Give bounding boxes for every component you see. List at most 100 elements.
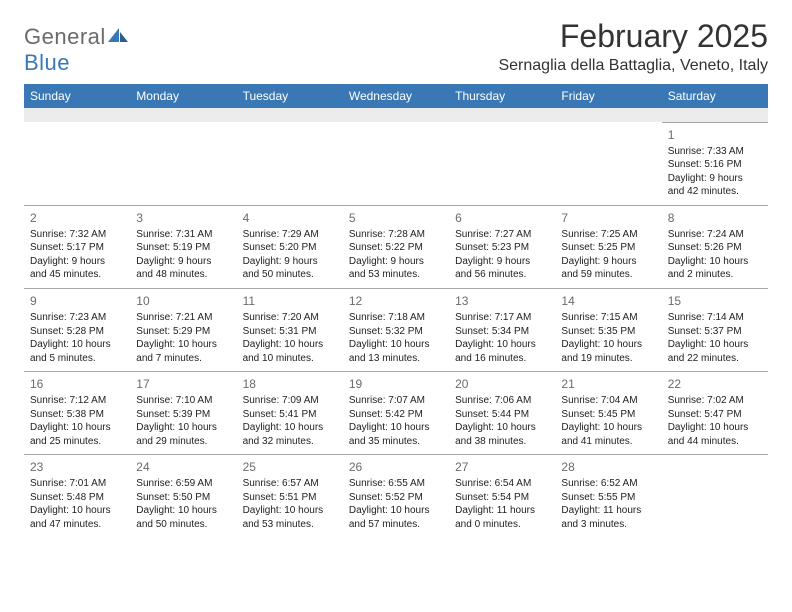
day-cell: 26Sunrise: 6:55 AMSunset: 5:52 PMDayligh… xyxy=(343,455,449,538)
sunset-line: Sunset: 5:37 PM xyxy=(668,325,762,339)
day-number: 8 xyxy=(668,206,762,228)
day-number: 7 xyxy=(561,206,655,228)
day-number: 6 xyxy=(455,206,549,228)
sunrise-line: Sunrise: 7:33 AM xyxy=(668,145,762,159)
daylight-line: Daylight: 10 hours and 2 minutes. xyxy=(668,255,762,282)
day-cell: 14Sunrise: 7:15 AMSunset: 5:35 PMDayligh… xyxy=(555,288,661,371)
week-row: 2Sunrise: 7:32 AMSunset: 5:17 PMDaylight… xyxy=(24,205,768,288)
sunrise-line: Sunrise: 7:15 AM xyxy=(561,311,655,325)
daylight-line: Daylight: 10 hours and 5 minutes. xyxy=(30,338,124,365)
day-cell xyxy=(662,455,768,538)
sunrise-line: Sunrise: 7:04 AM xyxy=(561,394,655,408)
day-header: Thursday xyxy=(449,84,555,108)
day-number: 9 xyxy=(30,289,124,311)
day-number: 28 xyxy=(561,455,655,477)
day-cell: 3Sunrise: 7:31 AMSunset: 5:19 PMDaylight… xyxy=(130,205,236,288)
day-cell: 20Sunrise: 7:06 AMSunset: 5:44 PMDayligh… xyxy=(449,372,555,455)
daylight-line: Daylight: 10 hours and 29 minutes. xyxy=(136,421,230,448)
day-number: 3 xyxy=(136,206,230,228)
day-number: 19 xyxy=(349,372,443,394)
sunset-line: Sunset: 5:16 PM xyxy=(668,158,762,172)
day-number: 22 xyxy=(668,372,762,394)
day-number: 26 xyxy=(349,455,443,477)
daylight-line: Daylight: 10 hours and 41 minutes. xyxy=(561,421,655,448)
day-header: Tuesday xyxy=(237,84,343,108)
sunset-line: Sunset: 5:25 PM xyxy=(561,241,655,255)
daylight-line: Daylight: 10 hours and 13 minutes. xyxy=(349,338,443,365)
daylight-line: Daylight: 10 hours and 53 minutes. xyxy=(243,504,337,531)
daylight-line: Daylight: 10 hours and 22 minutes. xyxy=(668,338,762,365)
sunrise-line: Sunrise: 7:12 AM xyxy=(30,394,124,408)
daylight-line: Daylight: 10 hours and 38 minutes. xyxy=(455,421,549,448)
sunrise-line: Sunrise: 6:59 AM xyxy=(136,477,230,491)
sunrise-line: Sunrise: 7:24 AM xyxy=(668,228,762,242)
day-number: 25 xyxy=(243,455,337,477)
sunset-line: Sunset: 5:55 PM xyxy=(561,491,655,505)
sunset-line: Sunset: 5:54 PM xyxy=(455,491,549,505)
sunrise-line: Sunrise: 7:23 AM xyxy=(30,311,124,325)
day-number: 12 xyxy=(349,289,443,311)
sunset-line: Sunset: 5:48 PM xyxy=(30,491,124,505)
sunset-line: Sunset: 5:32 PM xyxy=(349,325,443,339)
logo-sail-icon xyxy=(108,28,128,49)
daylight-line: Daylight: 10 hours and 57 minutes. xyxy=(349,504,443,531)
daylight-line: Daylight: 10 hours and 7 minutes. xyxy=(136,338,230,365)
sunrise-line: Sunrise: 7:25 AM xyxy=(561,228,655,242)
location-line: Sernaglia della Battaglia, Veneto, Italy xyxy=(498,57,768,75)
day-number: 5 xyxy=(349,206,443,228)
day-cell xyxy=(343,122,449,205)
sunrise-line: Sunrise: 7:27 AM xyxy=(455,228,549,242)
sunset-line: Sunset: 5:44 PM xyxy=(455,408,549,422)
day-cell: 8Sunrise: 7:24 AMSunset: 5:26 PMDaylight… xyxy=(662,205,768,288)
sunset-line: Sunset: 5:23 PM xyxy=(455,241,549,255)
day-number: 20 xyxy=(455,372,549,394)
sunset-line: Sunset: 5:28 PM xyxy=(30,325,124,339)
sunset-line: Sunset: 5:35 PM xyxy=(561,325,655,339)
daylight-line: Daylight: 9 hours and 53 minutes. xyxy=(349,255,443,282)
day-number: 23 xyxy=(30,455,124,477)
day-cell xyxy=(237,122,343,205)
sunrise-line: Sunrise: 7:14 AM xyxy=(668,311,762,325)
spacer-row xyxy=(24,108,768,122)
week-row: 1Sunrise: 7:33 AMSunset: 5:16 PMDaylight… xyxy=(24,122,768,205)
sunset-line: Sunset: 5:51 PM xyxy=(243,491,337,505)
brand-logo: General Blue xyxy=(24,18,128,76)
day-header: Sunday xyxy=(24,84,130,108)
calendar-page: General Blue February 2025 Sernaglia del… xyxy=(0,0,792,537)
sunset-line: Sunset: 5:50 PM xyxy=(136,491,230,505)
week-row: 9Sunrise: 7:23 AMSunset: 5:28 PMDaylight… xyxy=(24,288,768,371)
daylight-line: Daylight: 10 hours and 25 minutes. xyxy=(30,421,124,448)
logo-text: General Blue xyxy=(24,24,128,76)
sunrise-line: Sunrise: 7:09 AM xyxy=(243,394,337,408)
sunset-line: Sunset: 5:29 PM xyxy=(136,325,230,339)
day-header: Monday xyxy=(130,84,236,108)
header-row: General Blue February 2025 Sernaglia del… xyxy=(24,18,768,76)
day-cell: 24Sunrise: 6:59 AMSunset: 5:50 PMDayligh… xyxy=(130,455,236,538)
calendar-table: Sunday Monday Tuesday Wednesday Thursday… xyxy=(24,84,768,537)
page-title: February 2025 xyxy=(498,18,768,55)
day-cell: 22Sunrise: 7:02 AMSunset: 5:47 PMDayligh… xyxy=(662,372,768,455)
daylight-line: Daylight: 9 hours and 48 minutes. xyxy=(136,255,230,282)
day-cell: 5Sunrise: 7:28 AMSunset: 5:22 PMDaylight… xyxy=(343,205,449,288)
sunset-line: Sunset: 5:42 PM xyxy=(349,408,443,422)
day-number: 11 xyxy=(243,289,337,311)
day-number: 16 xyxy=(30,372,124,394)
sunrise-line: Sunrise: 6:57 AM xyxy=(243,477,337,491)
sunset-line: Sunset: 5:52 PM xyxy=(349,491,443,505)
day-header: Friday xyxy=(555,84,661,108)
sunset-line: Sunset: 5:45 PM xyxy=(561,408,655,422)
week-row: 23Sunrise: 7:01 AMSunset: 5:48 PMDayligh… xyxy=(24,455,768,538)
day-cell: 1Sunrise: 7:33 AMSunset: 5:16 PMDaylight… xyxy=(662,122,768,205)
day-cell: 27Sunrise: 6:54 AMSunset: 5:54 PMDayligh… xyxy=(449,455,555,538)
day-number: 10 xyxy=(136,289,230,311)
sunset-line: Sunset: 5:41 PM xyxy=(243,408,337,422)
day-cell: 10Sunrise: 7:21 AMSunset: 5:29 PMDayligh… xyxy=(130,288,236,371)
sunrise-line: Sunrise: 7:29 AM xyxy=(243,228,337,242)
sunrise-line: Sunrise: 7:21 AM xyxy=(136,311,230,325)
sunset-line: Sunset: 5:19 PM xyxy=(136,241,230,255)
day-cell: 4Sunrise: 7:29 AMSunset: 5:20 PMDaylight… xyxy=(237,205,343,288)
daylight-line: Daylight: 10 hours and 19 minutes. xyxy=(561,338,655,365)
day-cell: 12Sunrise: 7:18 AMSunset: 5:32 PMDayligh… xyxy=(343,288,449,371)
day-cell: 18Sunrise: 7:09 AMSunset: 5:41 PMDayligh… xyxy=(237,372,343,455)
day-number: 15 xyxy=(668,289,762,311)
